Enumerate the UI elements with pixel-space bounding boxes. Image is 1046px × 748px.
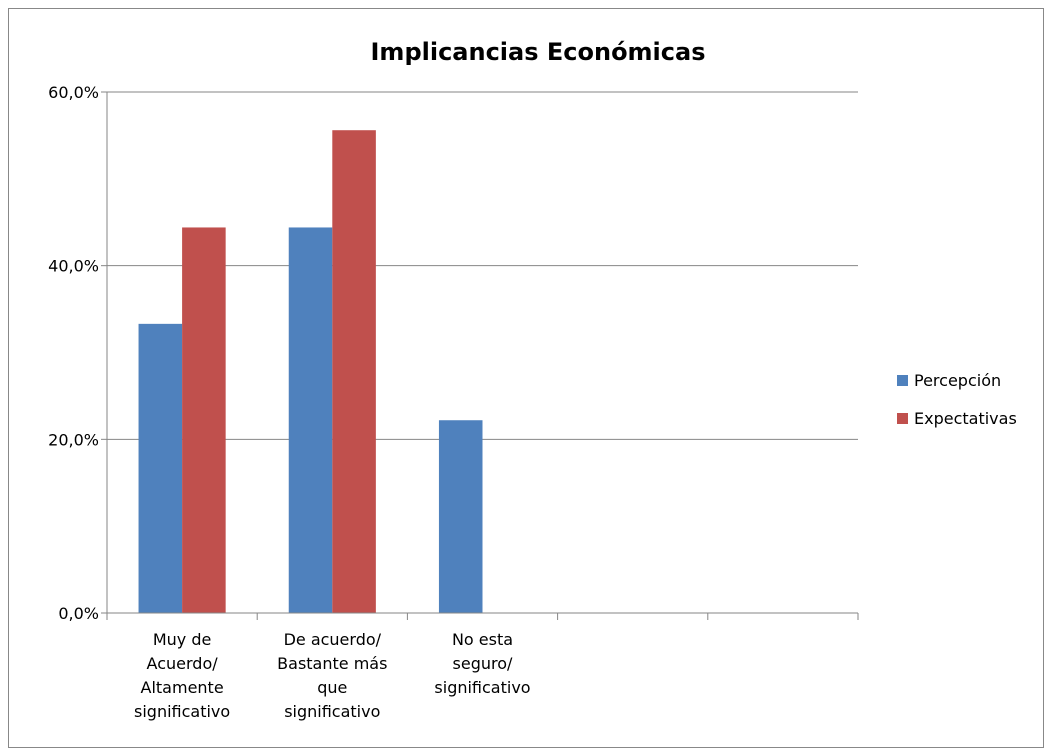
- bar-expectativas: [182, 227, 226, 613]
- x-category-label: significativo: [134, 702, 230, 721]
- legend-swatch: [897, 413, 908, 424]
- chart-title: Implicancias Económicas: [371, 38, 706, 66]
- y-tick-label: 20,0%: [48, 430, 99, 449]
- x-category-label: De acuerdo/: [284, 630, 382, 649]
- y-tick-label: 0,0%: [58, 604, 99, 623]
- axes: [106, 92, 859, 620]
- x-category-label: significativo: [284, 702, 380, 721]
- x-category-label: Bastante más: [277, 654, 387, 673]
- bar-percepción: [138, 323, 183, 613]
- bar-expectativas: [332, 130, 376, 613]
- x-axis-categories: Muy de Acuerdo/Altamente significativo De a…: [134, 630, 531, 721]
- legend-label: Percepción: [914, 371, 1001, 390]
- x-category-label: Muy de: [153, 630, 212, 649]
- y-axis-ticks: 0,0% 20,0% 40,0% 60,0%: [48, 83, 107, 623]
- x-category-label: No esta: [452, 630, 513, 649]
- bar-percepción: [438, 420, 483, 613]
- y-tick-label: 40,0%: [48, 257, 99, 276]
- x-category-label: que: [317, 678, 347, 697]
- x-category-label: significativo: [434, 678, 530, 697]
- x-category-label: Altamente: [141, 678, 224, 697]
- legend: Percepción Expectativas: [897, 371, 1017, 428]
- legend-swatch: [897, 375, 908, 386]
- x-category-label: seguro/: [453, 654, 513, 673]
- bar-percepción: [288, 227, 333, 613]
- bars: [138, 130, 483, 613]
- x-category-label: Acuerdo/: [147, 654, 219, 673]
- y-tick-label: 60,0%: [48, 83, 99, 102]
- legend-label: Expectativas: [914, 409, 1017, 428]
